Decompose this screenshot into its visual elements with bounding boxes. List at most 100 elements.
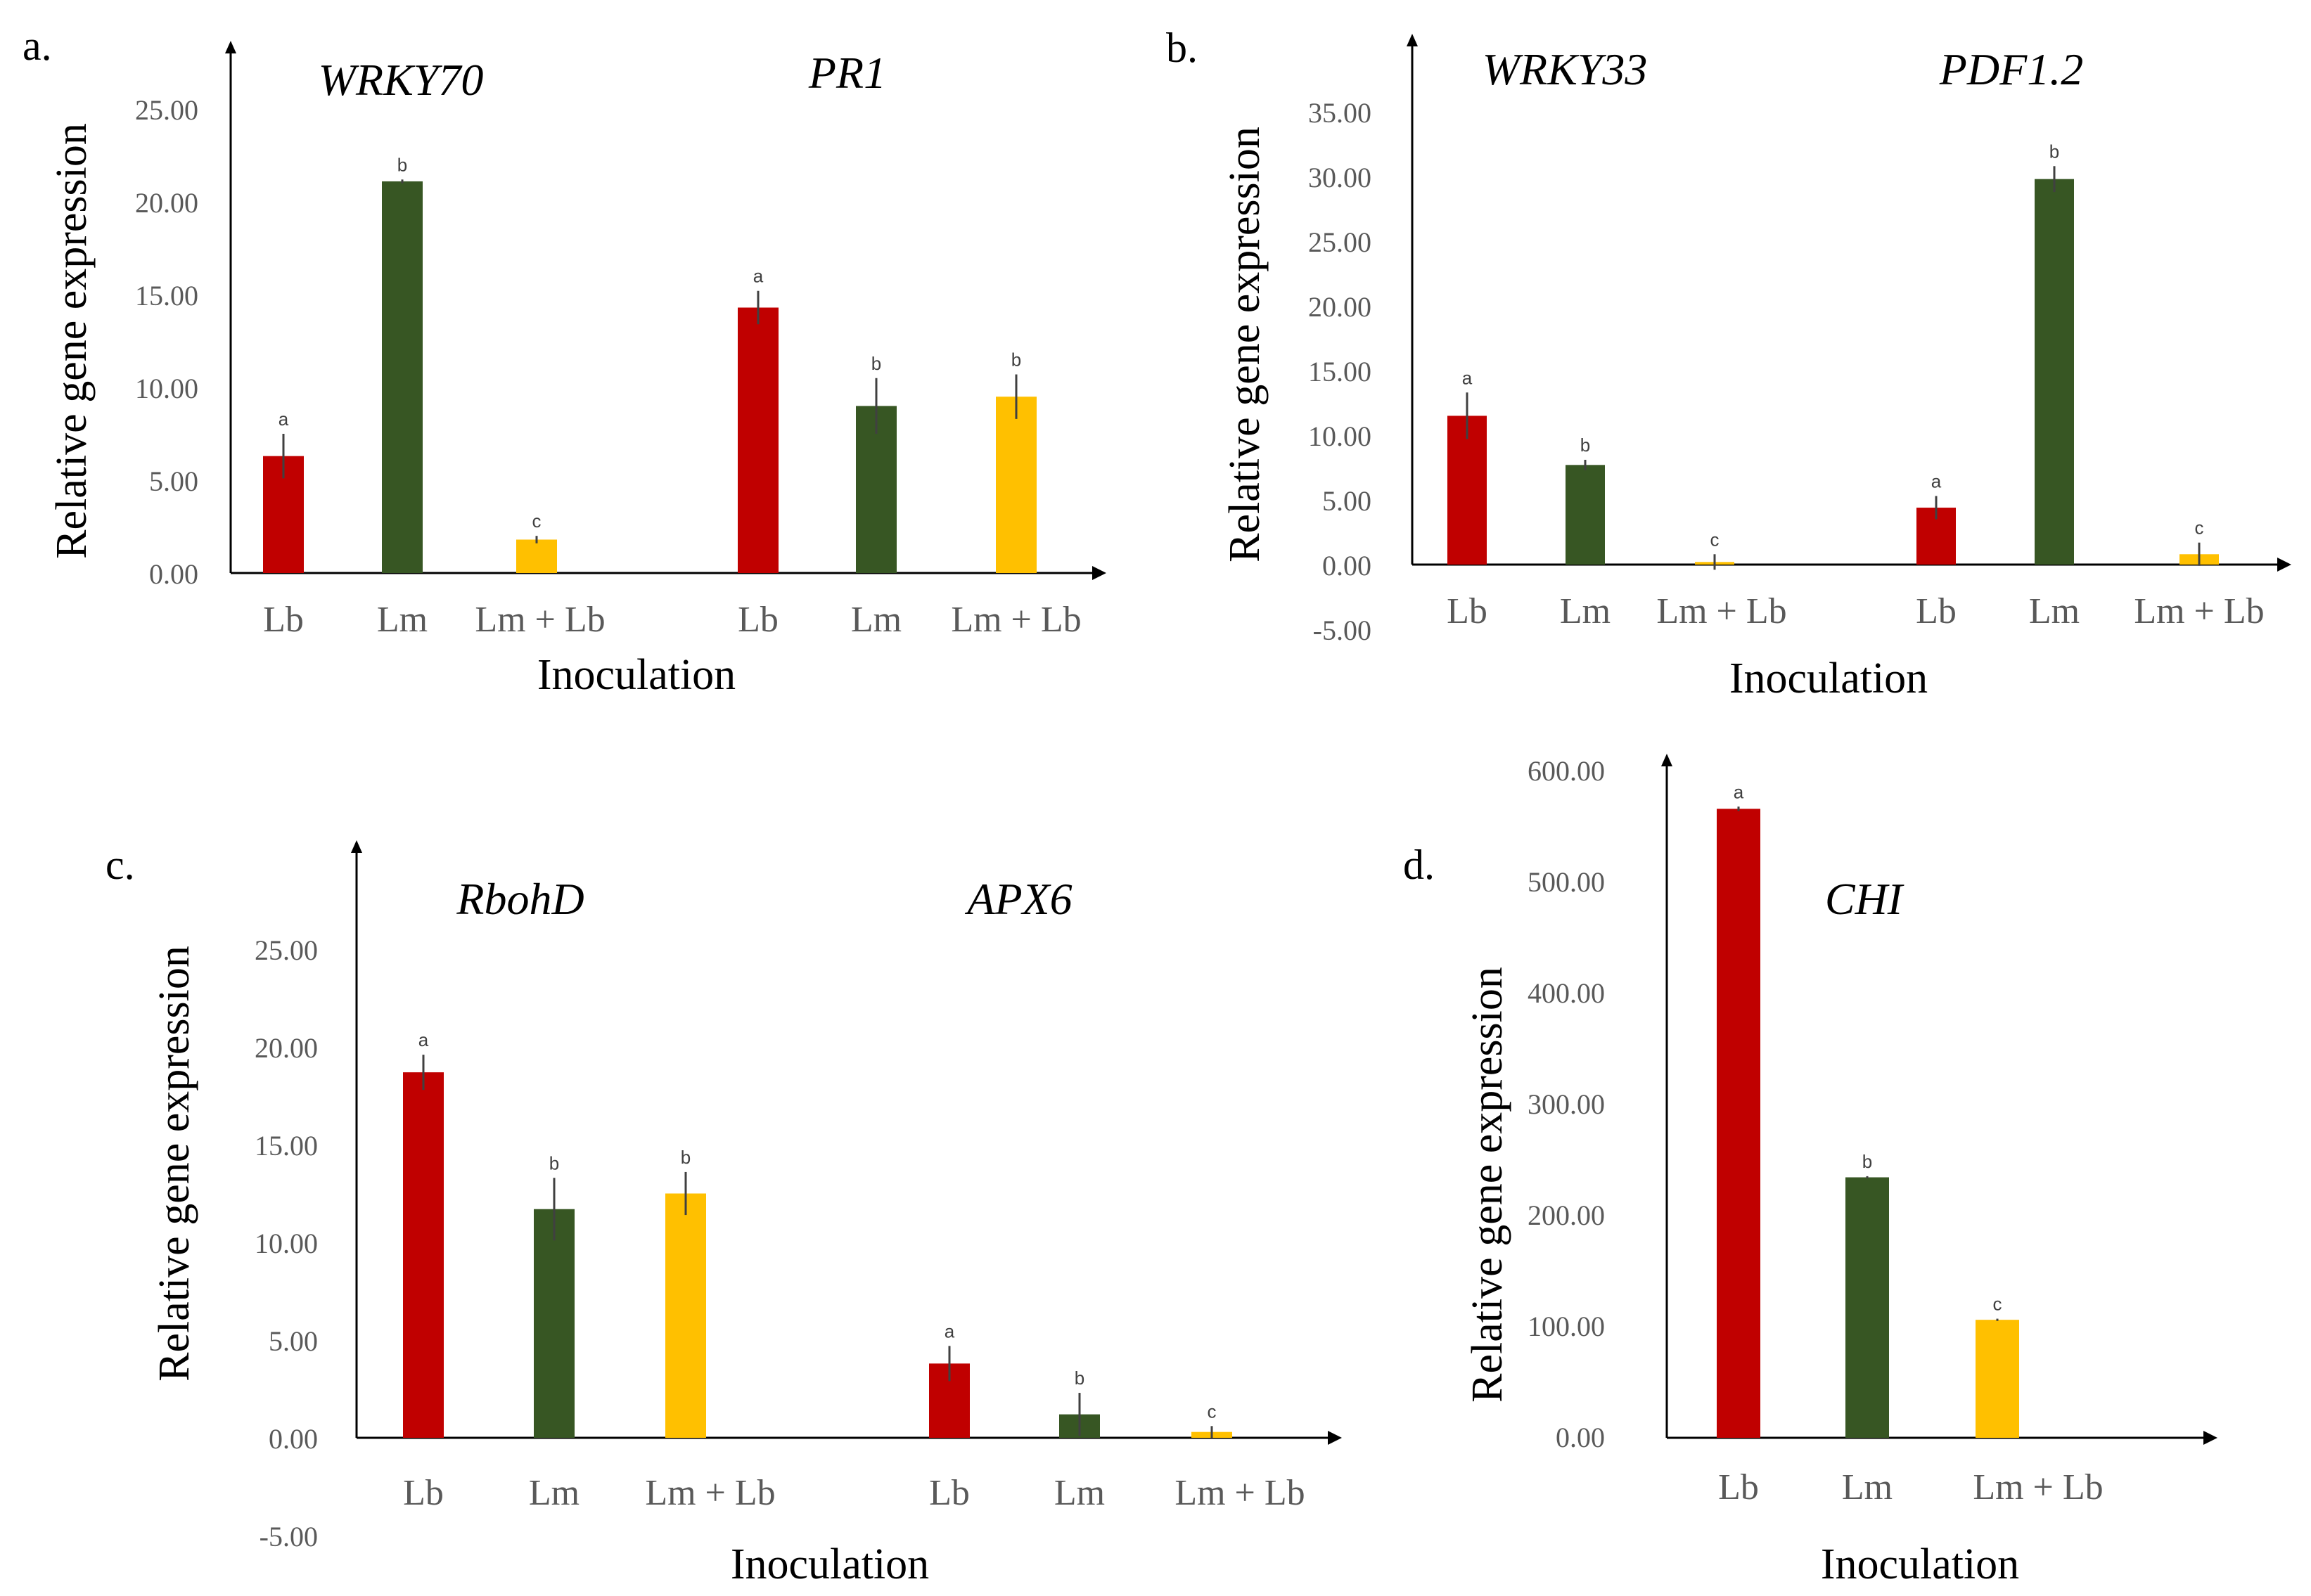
panel-b-cat-1-2: Lm + Lb bbox=[2134, 591, 2264, 631]
panel-a-bar-0-1 bbox=[382, 181, 423, 574]
panel-d-ytick-6: 0.00 bbox=[1556, 1422, 1605, 1453]
panel-b-ytick-7: 0.00 bbox=[1322, 550, 1371, 581]
panel-a-ytick-3: 10.00 bbox=[135, 373, 198, 404]
panel-b-bar-0-0 bbox=[1447, 416, 1487, 565]
panel-a-sig-1-2: b bbox=[1011, 349, 1021, 371]
panel-a-ytick-2: 15.00 bbox=[135, 280, 198, 311]
panel-a-cat-1-2: Lm + Lb bbox=[951, 600, 1081, 640]
panel-c-sig-0-2: b bbox=[681, 1147, 691, 1168]
panel-a-cat-0-2: Lm + Lb bbox=[475, 600, 605, 640]
panel-b-ytick-2: 25.00 bbox=[1308, 226, 1371, 258]
panel-b-ytick-5: 10.00 bbox=[1308, 420, 1371, 452]
panel-c-ytick-1: 20.00 bbox=[255, 1032, 318, 1064]
panel-b-ytick-3: 20.00 bbox=[1308, 291, 1371, 323]
panel-b-ytick-8: -5.00 bbox=[1313, 614, 1371, 646]
panel-d-cat-0-1: Lm bbox=[1842, 1467, 1893, 1507]
panel-b-gene-0-title: WRKY33 bbox=[1483, 44, 1648, 94]
panel-b-cat-1-1: Lm bbox=[2029, 591, 2080, 631]
panel-b-ytick-1: 30.00 bbox=[1308, 162, 1371, 193]
panel-c-x-axis-arrow bbox=[1328, 1431, 1342, 1445]
panel-b-ytick-6: 5.00 bbox=[1322, 485, 1371, 517]
panel-c-cat-1-0: Lb bbox=[929, 1473, 970, 1513]
panel-c-cat-0-2: Lm + Lb bbox=[645, 1473, 775, 1513]
panel-b-sig-0-1: b bbox=[1580, 435, 1590, 456]
panel-d-ytick-3: 300.00 bbox=[1528, 1088, 1605, 1120]
panel-d: d. CHI Relative gene expression 600.00 5… bbox=[1403, 754, 2217, 1588]
panel-d-ytick-4: 200.00 bbox=[1528, 1199, 1605, 1231]
panel-d-ytick-2: 400.00 bbox=[1528, 977, 1605, 1009]
panel-b-sig-0-0: a bbox=[1462, 367, 1473, 388]
panel-a-bar-0-2 bbox=[516, 539, 557, 573]
panel-a-x-axis-arrow bbox=[1092, 566, 1106, 580]
panel-d-sig-0-2: c bbox=[1993, 1294, 2002, 1315]
panel-d-y-axis-label: Relative gene expression bbox=[1464, 967, 1511, 1403]
panel-d-bar-0-2 bbox=[1976, 1320, 2019, 1438]
panel-d-y-axis-arrow bbox=[1661, 754, 1672, 766]
panel-a-ytick-0: 25.00 bbox=[135, 94, 198, 126]
panel-b-sig-1-2: c bbox=[2195, 517, 2204, 539]
panel-c-bar-0-1 bbox=[534, 1209, 575, 1438]
panel-c-cat-1-1: Lm bbox=[1054, 1473, 1105, 1513]
panel-c-ytick-4: 5.00 bbox=[269, 1325, 318, 1357]
panel-d-ytick-5: 100.00 bbox=[1528, 1311, 1605, 1342]
panel-c-ytick-0: 25.00 bbox=[255, 934, 318, 966]
panel-b-cat-0-1: Lm bbox=[1560, 591, 1611, 631]
panel-d-gene-0-title: CHI bbox=[1825, 874, 1905, 924]
panel-a-y-axis-label: Relative gene expression bbox=[48, 123, 96, 559]
panel-c-bar-0-0 bbox=[403, 1072, 444, 1438]
panel-c: c. RbohD APX6 Relative gene expression 2… bbox=[105, 840, 1342, 1588]
panel-a-sig-0-2: c bbox=[532, 510, 542, 532]
panel-d-bar-0-1 bbox=[1845, 1177, 1889, 1438]
panel-d-ytick-0: 600.00 bbox=[1528, 755, 1605, 787]
panel-a-sig-0-0: a bbox=[279, 408, 289, 430]
panel-a-cat-1-1: Lm bbox=[851, 600, 902, 640]
panel-b-x-axis-label: Inoculation bbox=[1729, 655, 1928, 702]
panel-d-cat-0-0: Lb bbox=[1718, 1467, 1759, 1507]
panel-a-gene-0-title: WRKY70 bbox=[319, 55, 484, 105]
panel-c-sig-1-2: c bbox=[1208, 1401, 1217, 1422]
panel-d-ytick-1: 500.00 bbox=[1528, 866, 1605, 898]
panel-c-cat-0-1: Lm bbox=[529, 1473, 580, 1513]
panel-c-sig-1-1: b bbox=[1075, 1367, 1084, 1389]
panel-a-cat-0-0: Lb bbox=[263, 600, 304, 640]
panel-b-y-axis-label: Relative gene expression bbox=[1221, 127, 1269, 562]
panel-b-cat-1-0: Lb bbox=[1916, 591, 1957, 631]
panel-c-cat-1-2: Lm + Lb bbox=[1174, 1473, 1305, 1513]
panel-b-label: b. bbox=[1166, 25, 1198, 71]
panel-c-label: c. bbox=[105, 842, 135, 888]
panel-b-cat-0-2: Lm + Lb bbox=[1656, 591, 1786, 631]
panel-a-sig-0-1: b bbox=[397, 154, 407, 175]
panel-c-gene-1-title: APX6 bbox=[964, 874, 1072, 924]
panel-c-ytick-5: 0.00 bbox=[269, 1423, 318, 1455]
panel-d-x-axis-arrow bbox=[2203, 1431, 2217, 1445]
panel-a-sig-1-0: a bbox=[753, 266, 764, 287]
panel-b-bar-1-1 bbox=[2035, 179, 2074, 565]
panel-c-ytick-3: 10.00 bbox=[255, 1228, 318, 1259]
panel-a-bar-1-0 bbox=[738, 307, 779, 573]
panel-a-y-axis-arrow bbox=[225, 41, 236, 53]
panel-c-y-axis-arrow bbox=[351, 840, 362, 853]
panel-b: b. WRKY33 PDF1.2 Relative gene expressio… bbox=[1166, 25, 2291, 702]
panel-c-gene-0-title: RbohD bbox=[456, 874, 584, 924]
panel-b-x-axis-arrow bbox=[2277, 558, 2291, 572]
panel-d-bar-0-0 bbox=[1717, 809, 1760, 1438]
panel-a-sig-1-1: b bbox=[871, 353, 881, 374]
panel-c-sig-0-0: a bbox=[418, 1029, 429, 1050]
panel-b-y-axis-arrow bbox=[1407, 34, 1418, 46]
panel-c-ytick-6: -5.00 bbox=[260, 1521, 318, 1552]
panel-c-bar-0-2 bbox=[665, 1193, 706, 1438]
panel-c-sig-0-1: b bbox=[549, 1152, 559, 1173]
panel-b-bar-0-1 bbox=[1566, 465, 1605, 565]
panel-d-sig-0-0: a bbox=[1734, 781, 1744, 802]
panel-b-ytick-4: 15.00 bbox=[1308, 356, 1371, 387]
panel-c-x-axis-label: Inoculation bbox=[731, 1540, 929, 1588]
panel-a: a. WRKY70 PR1 Relative gene expression 2… bbox=[23, 22, 1106, 699]
panel-a-x-axis-label: Inoculation bbox=[537, 651, 736, 699]
panel-b-ytick-0: 35.00 bbox=[1308, 97, 1371, 129]
panel-a-ytick-1: 20.00 bbox=[135, 187, 198, 219]
panel-a-ytick-4: 5.00 bbox=[149, 465, 198, 497]
panel-a-bar-1-2 bbox=[996, 397, 1037, 573]
panel-c-ytick-2: 15.00 bbox=[255, 1130, 318, 1161]
panel-c-sig-1-0: a bbox=[945, 1320, 955, 1341]
